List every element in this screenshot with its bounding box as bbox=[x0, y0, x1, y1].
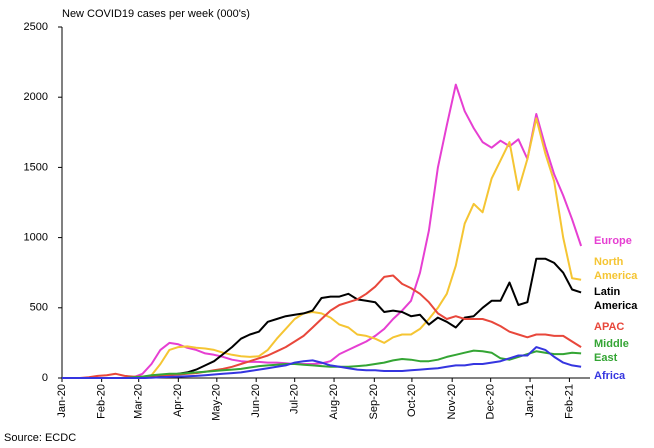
legend-label-line: America bbox=[594, 270, 638, 282]
chart-title: New COVID19 cases per week (000's) bbox=[62, 8, 250, 20]
source-note: Source: ECDC bbox=[4, 432, 76, 444]
y-tick-label: 2500 bbox=[24, 21, 48, 33]
legend-label: APAC bbox=[594, 321, 624, 333]
x-tick-label: Mar-20 bbox=[133, 384, 145, 419]
y-tick-label: 0 bbox=[42, 372, 48, 384]
x-tick-label: Jan-21 bbox=[524, 384, 536, 418]
x-tick-label: Oct-20 bbox=[406, 384, 418, 417]
series-line bbox=[62, 349, 582, 379]
legend-label-line: East bbox=[594, 352, 618, 364]
series-line bbox=[62, 346, 582, 379]
x-tick-label: Dec-20 bbox=[485, 384, 497, 419]
legend-label: Europe bbox=[594, 235, 632, 247]
x-tick-label: Sep-20 bbox=[368, 384, 380, 419]
x-tick-label: Jan-20 bbox=[56, 384, 68, 418]
legend-label-line: North bbox=[594, 256, 624, 268]
y-tick-label: 1500 bbox=[24, 161, 48, 173]
x-tick-label: Apr-20 bbox=[172, 384, 184, 417]
x-tick-label: Feb-21 bbox=[563, 384, 575, 419]
legend-label: Africa bbox=[594, 370, 626, 382]
legend-label: Middle East bbox=[594, 338, 629, 364]
legend-label: North America bbox=[594, 256, 638, 282]
x-tick-label: Aug-20 bbox=[328, 384, 340, 419]
x-tick-label: Jun-20 bbox=[250, 384, 262, 418]
legend-label-line: Latin bbox=[594, 286, 621, 298]
series-line bbox=[62, 117, 582, 379]
legend-label: Latin America bbox=[594, 286, 638, 312]
y-tick-label: 2000 bbox=[24, 91, 48, 103]
x-tick-label: Feb-20 bbox=[96, 384, 108, 419]
legend-label-line: Middle bbox=[594, 338, 629, 350]
series-line bbox=[62, 83, 583, 379]
legend-label-line: America bbox=[594, 300, 638, 312]
x-tick-label: May-20 bbox=[211, 384, 223, 421]
y-tick-label: 1000 bbox=[24, 232, 48, 244]
y-tick-label: 500 bbox=[30, 302, 48, 314]
x-tick-label: Nov-20 bbox=[446, 384, 458, 419]
x-tick-label: Jul-20 bbox=[289, 384, 301, 414]
